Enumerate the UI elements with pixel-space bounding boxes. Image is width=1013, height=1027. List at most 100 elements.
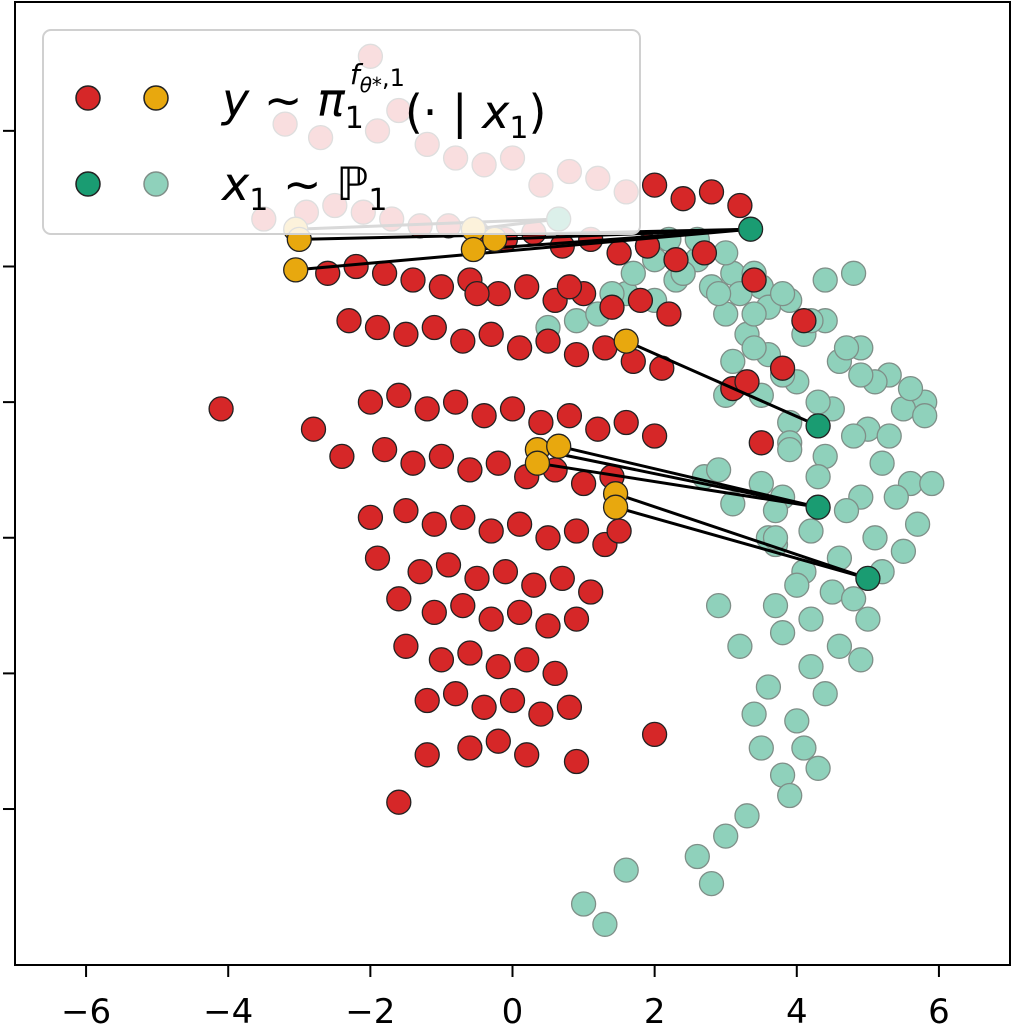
legend: y ~ π1fθ*,1(· | x1) x1 ~ ℙ1 bbox=[42, 29, 641, 235]
target-point bbox=[371, 436, 398, 463]
target-point bbox=[563, 518, 590, 544]
target-point bbox=[791, 308, 817, 334]
target-highlight-point bbox=[602, 494, 629, 520]
source-point bbox=[798, 606, 824, 632]
source-point bbox=[777, 436, 803, 463]
target-point bbox=[414, 742, 440, 768]
source-point bbox=[840, 586, 867, 612]
source-point bbox=[727, 633, 753, 659]
target-point bbox=[506, 599, 533, 626]
plot-area bbox=[208, 43, 945, 937]
target-point bbox=[442, 681, 469, 707]
target-point bbox=[357, 504, 384, 531]
transport-line bbox=[625, 339, 819, 428]
target-point bbox=[556, 403, 583, 429]
target-point bbox=[336, 308, 362, 334]
target-point bbox=[414, 396, 440, 422]
source-point bbox=[798, 518, 824, 544]
target-point bbox=[670, 186, 696, 212]
target-point bbox=[428, 647, 455, 673]
target-point bbox=[364, 314, 391, 341]
target-point bbox=[641, 423, 668, 449]
target-point bbox=[485, 450, 511, 476]
target-point bbox=[578, 579, 604, 605]
target-point bbox=[514, 274, 540, 300]
legend-label-target: y ~ π1fθ*,1(· | x1) bbox=[220, 58, 546, 146]
target-point bbox=[478, 606, 504, 632]
source-point bbox=[713, 823, 739, 849]
target-point bbox=[514, 647, 540, 673]
target-point bbox=[457, 457, 483, 483]
source-point bbox=[769, 280, 796, 307]
target-highlight-point bbox=[283, 257, 309, 283]
target-point bbox=[393, 321, 419, 347]
target-highlight-point bbox=[613, 328, 639, 354]
target-point bbox=[393, 497, 419, 524]
target-point bbox=[471, 694, 497, 720]
source-point bbox=[812, 267, 838, 293]
target-point bbox=[329, 443, 355, 470]
source-point bbox=[784, 572, 810, 598]
target-point bbox=[492, 559, 519, 585]
legend-marker-target-highlight bbox=[143, 85, 169, 111]
source-point bbox=[720, 491, 746, 517]
target-point bbox=[613, 409, 639, 436]
legend-marker-source-highlight bbox=[75, 171, 101, 197]
x-tick-label: −6 bbox=[61, 992, 111, 1027]
source-point bbox=[883, 484, 909, 510]
source-highlight-point bbox=[737, 216, 764, 242]
source-point bbox=[855, 606, 881, 632]
target-point bbox=[663, 247, 689, 273]
source-point bbox=[869, 450, 895, 476]
target-point bbox=[485, 280, 511, 307]
source-point bbox=[784, 708, 810, 734]
target-point bbox=[535, 525, 561, 551]
target-point bbox=[364, 545, 391, 571]
target-point bbox=[549, 565, 575, 592]
axis-ticks-layer: −6 −4 −2 0 2 4 6 bbox=[3, 129, 950, 1027]
target-point bbox=[535, 328, 561, 354]
target-point bbox=[528, 409, 554, 436]
target-highlight-point bbox=[460, 236, 487, 263]
target-point bbox=[371, 260, 398, 286]
source-point bbox=[805, 464, 831, 490]
target-point bbox=[641, 721, 668, 748]
target-point bbox=[585, 416, 611, 442]
source-point bbox=[912, 403, 938, 429]
source-point bbox=[705, 592, 732, 619]
source-highlight-point bbox=[805, 494, 831, 520]
source-point bbox=[777, 782, 803, 809]
target-highlight-point bbox=[524, 450, 551, 476]
target-point bbox=[428, 443, 455, 470]
target-point bbox=[499, 687, 526, 714]
source-point bbox=[734, 803, 760, 829]
target-point bbox=[386, 382, 412, 408]
target-point bbox=[499, 396, 526, 422]
target-point bbox=[506, 511, 533, 537]
target-point bbox=[592, 335, 618, 361]
target-point bbox=[485, 653, 511, 680]
target-point bbox=[414, 687, 440, 714]
target-point bbox=[457, 735, 483, 761]
source-point bbox=[620, 260, 646, 286]
target-point bbox=[428, 274, 455, 300]
target-point bbox=[457, 640, 483, 666]
target-point bbox=[386, 586, 412, 612]
source-point bbox=[840, 260, 867, 286]
source-point bbox=[876, 423, 902, 449]
source-point bbox=[904, 511, 931, 537]
legend-marker-source bbox=[143, 171, 169, 197]
target-point bbox=[471, 403, 497, 429]
target-point bbox=[741, 267, 767, 293]
legend-label-source: x1 ~ ℙ1 bbox=[220, 157, 387, 218]
target-point bbox=[407, 559, 433, 585]
target-point bbox=[691, 240, 718, 266]
target-point bbox=[464, 565, 490, 592]
legend-box bbox=[42, 29, 641, 235]
source-point bbox=[840, 423, 867, 449]
source-point bbox=[613, 857, 639, 883]
target-point bbox=[570, 470, 597, 497]
target-point bbox=[442, 389, 469, 415]
target-point bbox=[535, 613, 561, 639]
target-point bbox=[450, 504, 476, 531]
